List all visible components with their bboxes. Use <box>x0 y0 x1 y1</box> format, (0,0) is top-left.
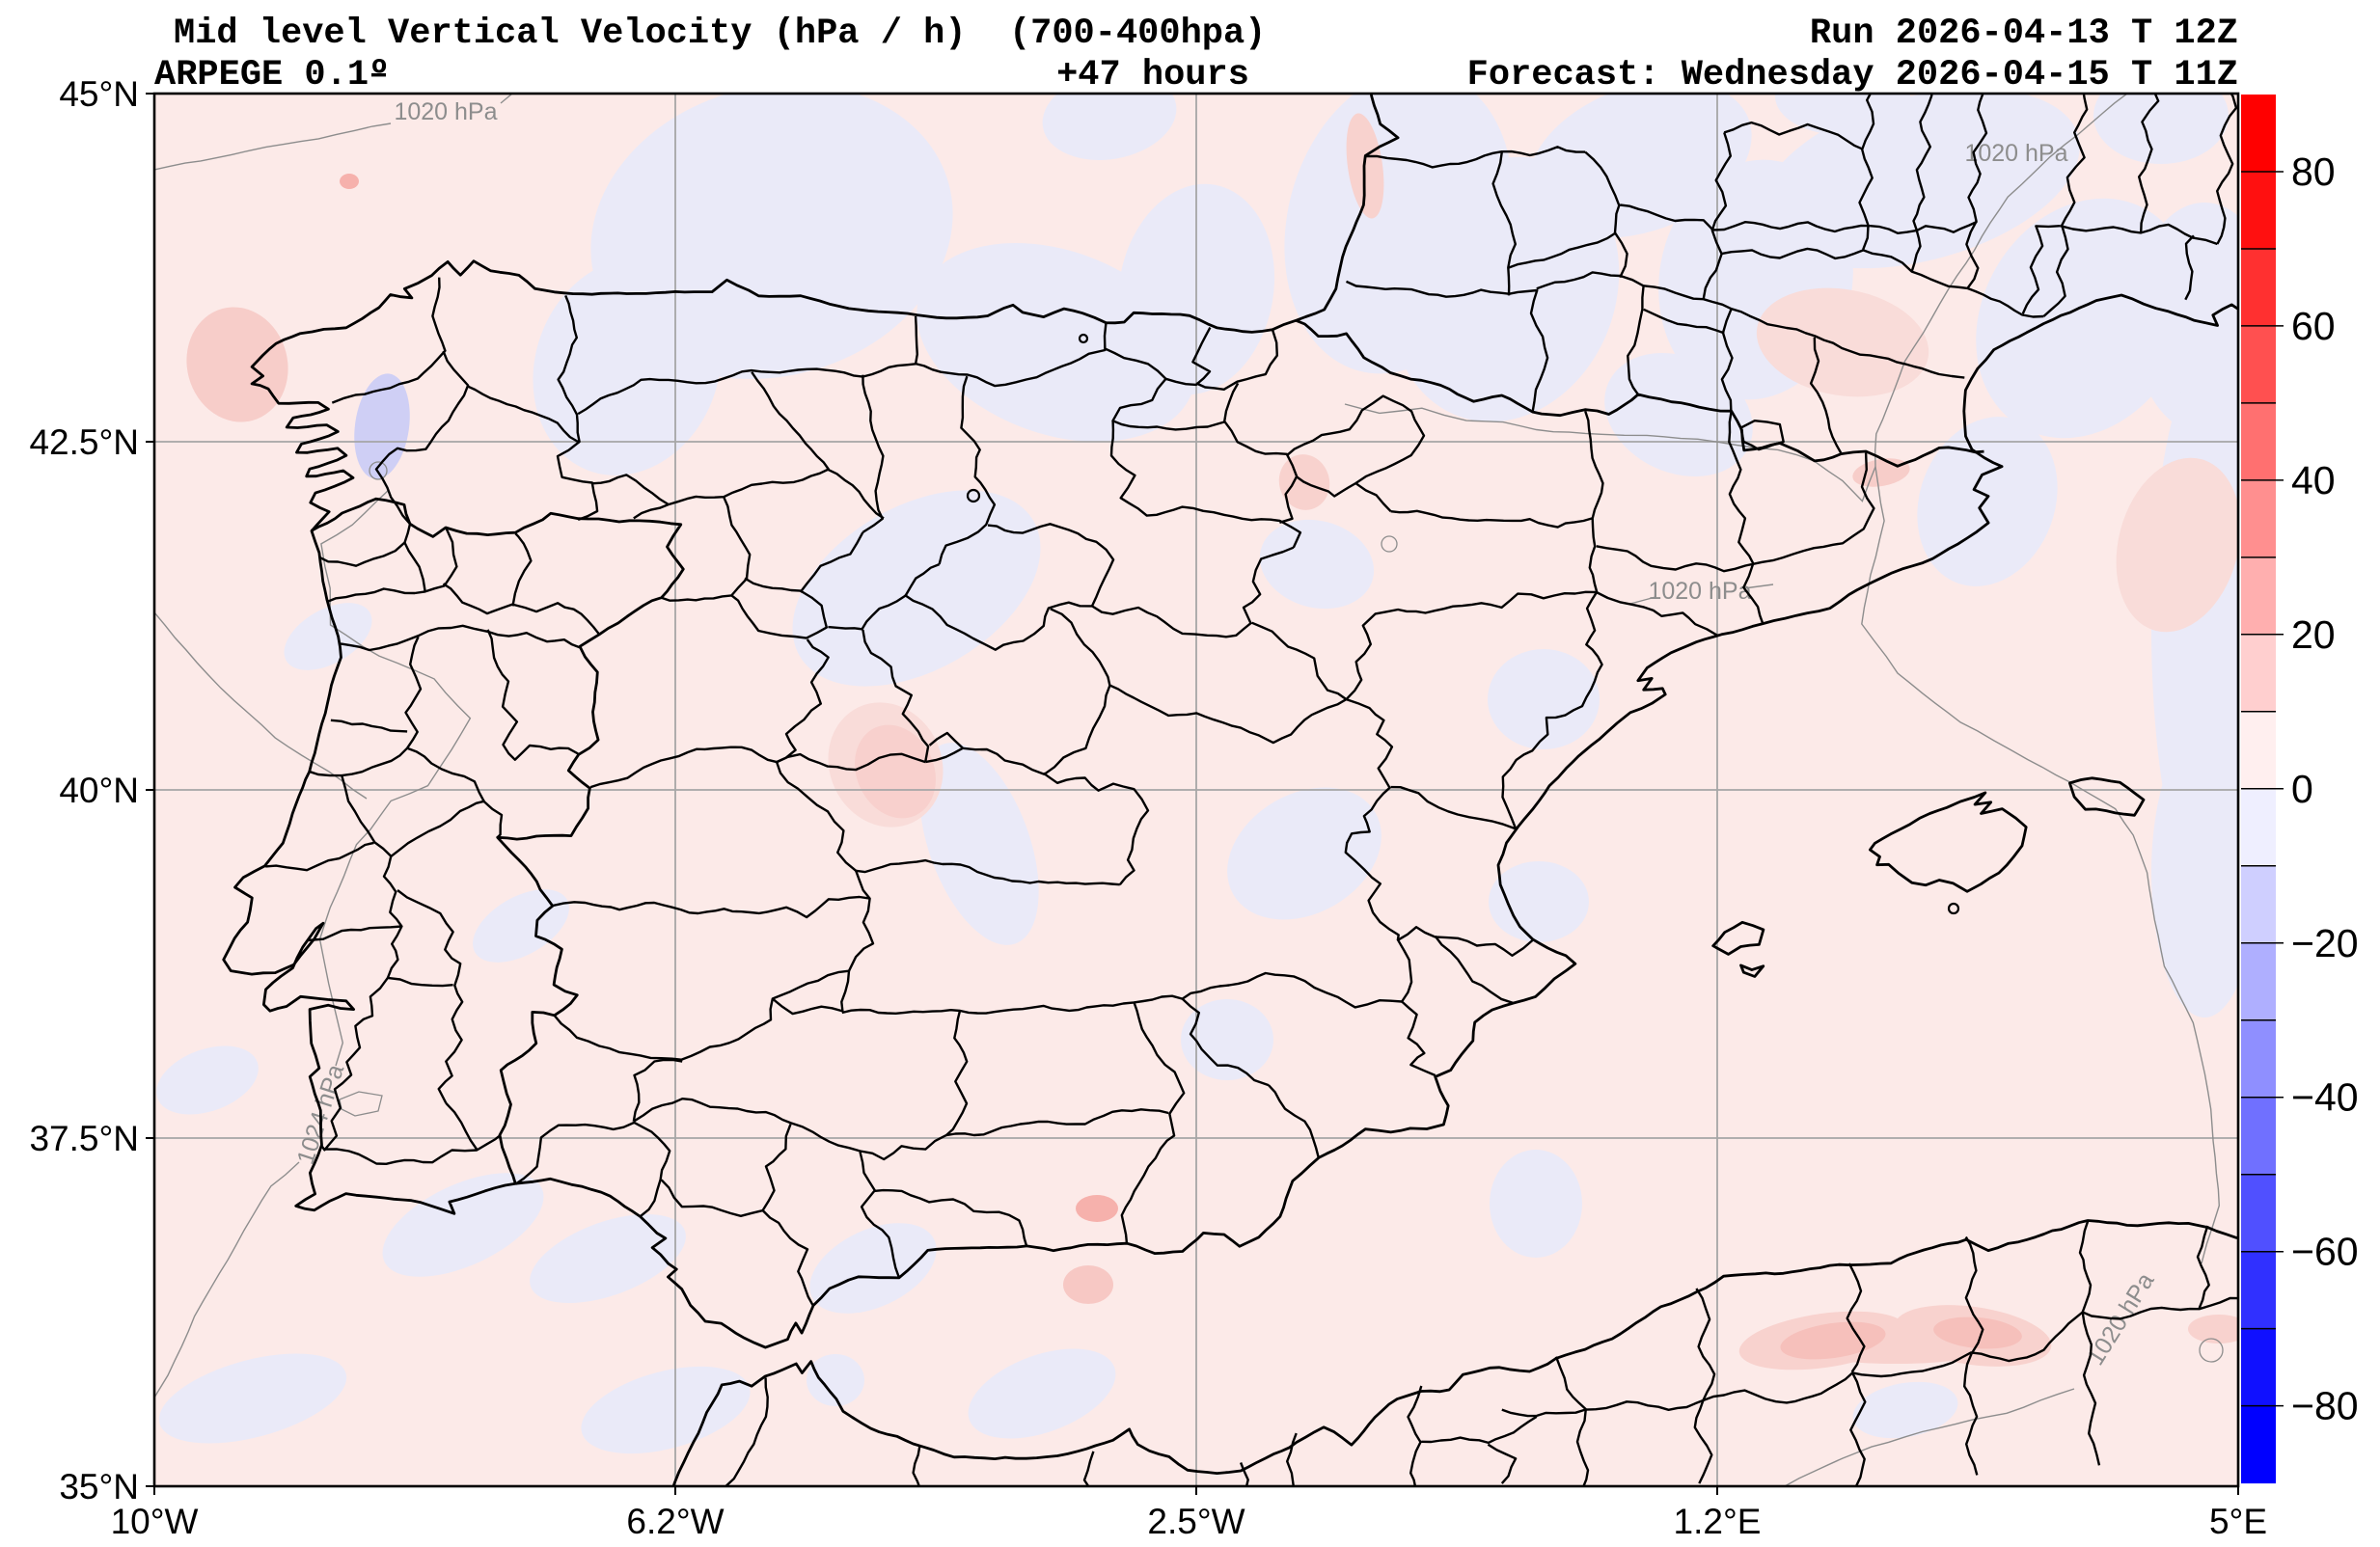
svg-text:+47 hours: +47 hours <box>1056 55 1249 95</box>
svg-text:42.5°N: 42.5°N <box>29 422 139 462</box>
svg-text:1020 hPa: 1020 hPa <box>1648 578 1751 605</box>
svg-text:40°N: 40°N <box>59 771 139 810</box>
svg-text:35°N: 35°N <box>59 1467 139 1506</box>
svg-text:20: 20 <box>2291 612 2336 657</box>
svg-text:80: 80 <box>2291 149 2336 194</box>
svg-text:1020 hPa: 1020 hPa <box>1964 140 2067 167</box>
svg-text:0: 0 <box>2291 767 2313 811</box>
svg-text:−60: −60 <box>2291 1230 2359 1274</box>
svg-text:−40: −40 <box>2291 1075 2359 1120</box>
svg-text:37.5°N: 37.5°N <box>29 1119 139 1158</box>
svg-text:1.2°E: 1.2°E <box>1674 1502 1762 1541</box>
svg-text:5°E: 5°E <box>2209 1502 2267 1541</box>
svg-text:ARPEGE 0.1º: ARPEGE 0.1º <box>154 55 390 95</box>
svg-text:−80: −80 <box>2291 1384 2359 1428</box>
svg-text:Forecast: Wednesday 2026-04-15: Forecast: Wednesday 2026-04-15 T 11Z <box>1467 55 2238 95</box>
svg-text:60: 60 <box>2291 304 2336 348</box>
svg-text:2.5°W: 2.5°W <box>1147 1502 1245 1541</box>
svg-text:Mid level Vertical Velocity (h: Mid level Vertical Velocity (hPa / h) (7… <box>174 14 1266 54</box>
svg-text:Run 2026-04-13 T 12Z: Run 2026-04-13 T 12Z <box>1810 14 2238 54</box>
svg-text:10°W: 10°W <box>111 1502 199 1541</box>
svg-text:1020 hPa: 1020 hPa <box>394 98 497 125</box>
svg-text:45°N: 45°N <box>59 74 139 114</box>
svg-text:6.2°W: 6.2°W <box>626 1502 724 1541</box>
svg-text:40: 40 <box>2291 458 2336 502</box>
svg-text:−20: −20 <box>2291 921 2359 965</box>
